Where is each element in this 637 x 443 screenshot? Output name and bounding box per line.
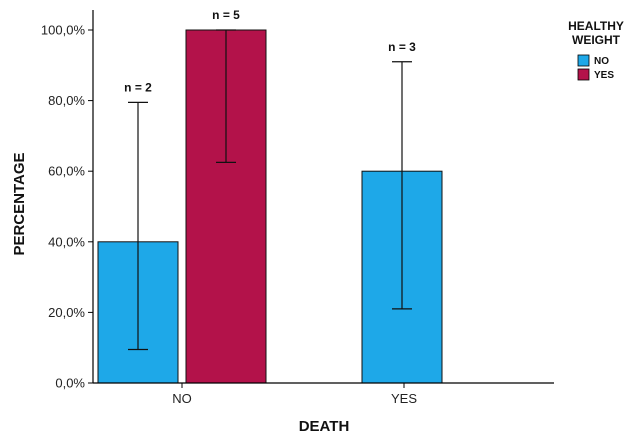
error-bars-group xyxy=(128,29,412,351)
y-tick-label: 40,0% xyxy=(48,234,85,249)
legend: HEALTHY WEIGHT NO YES xyxy=(568,19,624,81)
x-axis-title: DEATH xyxy=(299,418,350,435)
x-tick-label: NO xyxy=(172,391,192,406)
x-ticks-group: NO YES xyxy=(172,383,417,406)
n-label: n = 2 xyxy=(124,80,152,94)
n-label: n = 3 xyxy=(388,40,416,54)
y-tick-label: 100,0% xyxy=(41,23,86,38)
legend-swatch-yes xyxy=(577,68,590,81)
y-tick-label: 20,0% xyxy=(48,305,85,320)
legend-title-line-1: HEALTHY xyxy=(568,19,624,33)
legend-title-line-2: WEIGHT xyxy=(572,33,621,47)
y-axis-title: PERCENTAGE xyxy=(11,152,28,255)
n-labels-group: n = 2 n = 5 n = 3 xyxy=(124,8,416,94)
legend-label-no: NO xyxy=(594,56,609,67)
y-tick-label: 60,0% xyxy=(48,164,85,179)
y-tick-label: 0,0% xyxy=(55,376,85,391)
axes-group xyxy=(92,10,554,384)
x-tick-label: YES xyxy=(391,391,417,406)
y-ticks-group: 0,0% 20,0% 40,0% 60,0% 80,0% 100,0% xyxy=(41,23,93,391)
legend-swatch-no xyxy=(577,54,590,67)
y-tick-label: 80,0% xyxy=(48,93,85,108)
legend-label-yes: YES xyxy=(594,70,614,81)
n-label: n = 5 xyxy=(212,8,240,22)
